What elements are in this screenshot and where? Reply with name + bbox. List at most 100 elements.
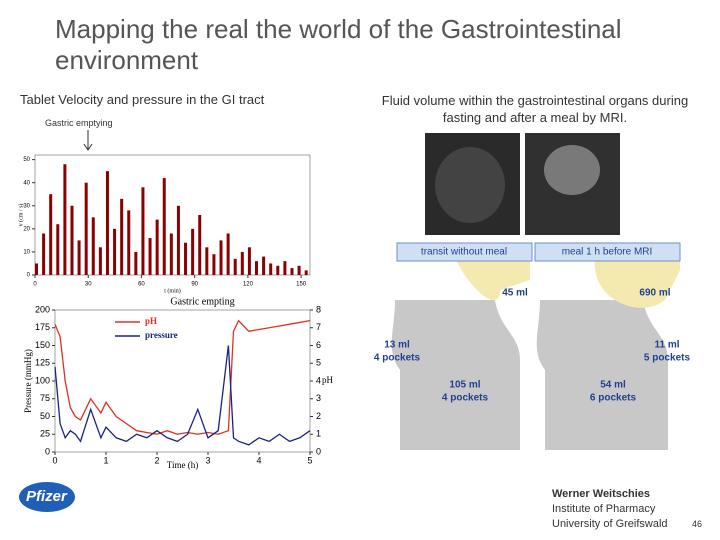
y2-tick-label: 0 — [316, 446, 321, 456]
y-axis-label: v (cm / s) — [17, 204, 24, 227]
bar — [98, 247, 102, 275]
bar — [155, 219, 159, 275]
y2-tick-label: 8 — [316, 304, 321, 314]
x-tick-label: 60 — [138, 282, 145, 288]
x-tick-label: 120 — [243, 282, 254, 288]
bar — [269, 263, 273, 275]
y-axis-label: Pressure (mmHg) — [23, 349, 33, 413]
x-tick-label: 3 — [205, 455, 210, 465]
bar — [84, 182, 88, 275]
y2-tick-label: 4 — [316, 375, 321, 385]
bar — [226, 233, 230, 275]
bar — [113, 228, 117, 275]
institute: Institute of Pharmacy — [552, 503, 656, 515]
bar — [255, 261, 258, 275]
y-tick-label: 40 — [23, 180, 30, 186]
plot-frame — [54, 309, 311, 453]
intestine-shape — [536, 300, 668, 450]
diagram-title: transit without meal — [421, 247, 507, 258]
y-tick-label: 175 — [35, 322, 50, 332]
stomach-shape — [594, 258, 680, 308]
bar — [262, 256, 266, 275]
y-tick-label: 100 — [35, 375, 50, 385]
diagram-label: 4 pockets — [374, 353, 421, 364]
x-axis-label: Time (h) — [167, 460, 198, 470]
diagram-label: 11 ml — [654, 340, 679, 351]
y2-tick-label: 3 — [316, 393, 321, 403]
x-tick-label: 0 — [52, 455, 57, 465]
x-tick-label: 5 — [307, 455, 312, 465]
x-tick-label: 30 — [85, 282, 92, 288]
x-tick-label: 1 — [103, 455, 108, 465]
x-tick-label: 4 — [256, 455, 261, 465]
slide-title: Mapping the real the world of the Gastro… — [55, 14, 622, 75]
bar — [297, 265, 301, 275]
diagram-title: meal 1 h before MRI — [562, 247, 653, 258]
y2-tick-label: 1 — [316, 429, 321, 439]
diagram-label: 6 pockets — [590, 393, 637, 404]
y-tick-label: 0 — [45, 446, 50, 456]
series-line — [54, 345, 311, 446]
bar — [120, 198, 124, 275]
bar — [184, 242, 188, 275]
mri-detail — [544, 145, 600, 195]
y-tick-label: 0 — [27, 273, 31, 279]
y-tick-label: 125 — [35, 358, 50, 368]
logo: Pfizer — [26, 488, 67, 505]
diagram-label: 690 ml — [639, 288, 670, 299]
bar — [63, 164, 67, 275]
bar — [247, 247, 251, 275]
y-tick-label: 150 — [35, 340, 50, 350]
logo-shape — [19, 482, 75, 512]
x-tick-label: 90 — [191, 282, 198, 288]
y2-tick-label: 6 — [316, 340, 321, 350]
x-tick-label: 150 — [296, 282, 307, 288]
y2-tick-label: 2 — [316, 411, 321, 421]
x-axis-label: t (min) — [164, 287, 181, 294]
bar — [70, 205, 74, 275]
bar — [35, 263, 38, 275]
diagram-label: 45 ml — [502, 288, 528, 299]
x-tick-label: 0 — [33, 282, 37, 288]
legend-label: pH — [145, 316, 157, 326]
bar — [127, 210, 131, 275]
bar — [240, 251, 244, 275]
bar — [276, 265, 280, 275]
right-heading: Fluid volume within the gastrointestinal… — [381, 93, 689, 125]
bar — [148, 238, 152, 275]
diagram-label: 5 pockets — [644, 353, 691, 364]
bar — [91, 217, 95, 275]
bar — [176, 205, 180, 275]
bar — [304, 270, 308, 275]
title-box — [534, 242, 681, 262]
bar — [134, 251, 138, 275]
diagram-label: 4 pockets — [442, 393, 489, 404]
bar — [219, 240, 223, 275]
legend-label: pressure — [145, 330, 178, 340]
stomach-shape — [455, 258, 530, 301]
y-tick-label: 20 — [23, 226, 30, 232]
y-tick-label: 30 — [23, 203, 30, 209]
bar — [198, 215, 202, 275]
bar — [42, 233, 46, 275]
diagram-label: 13 ml — [384, 340, 410, 351]
gastric-label: Gastric emptying — [45, 118, 113, 128]
y2-tick-label: 7 — [316, 322, 321, 332]
bar — [290, 268, 294, 275]
diagram-label: 54 ml — [600, 380, 626, 391]
intestine-shape — [391, 300, 520, 450]
bar — [49, 194, 53, 275]
page-number: 46 — [692, 519, 703, 529]
diagram-label: 105 ml — [449, 380, 480, 391]
series-line — [54, 319, 311, 435]
y-tick-label: 25 — [40, 429, 50, 439]
bar — [283, 261, 287, 275]
title-box — [396, 242, 533, 262]
y-tick-label: 200 — [35, 304, 50, 314]
y2-axis-label: pH — [322, 375, 334, 385]
university: University of Greifswald — [552, 518, 668, 530]
y2-tick-label: 5 — [316, 358, 321, 368]
bar — [191, 228, 195, 275]
